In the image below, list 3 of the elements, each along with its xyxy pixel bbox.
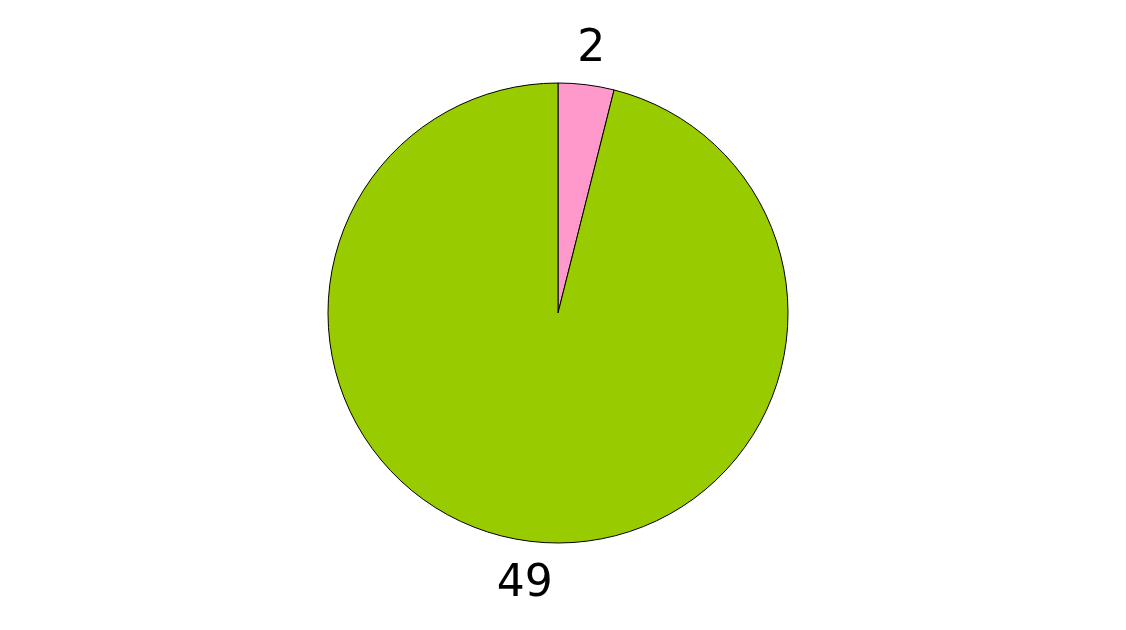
data-label: 49 xyxy=(496,555,553,607)
data-label: 2 xyxy=(577,19,606,71)
pie-slice xyxy=(327,82,789,544)
